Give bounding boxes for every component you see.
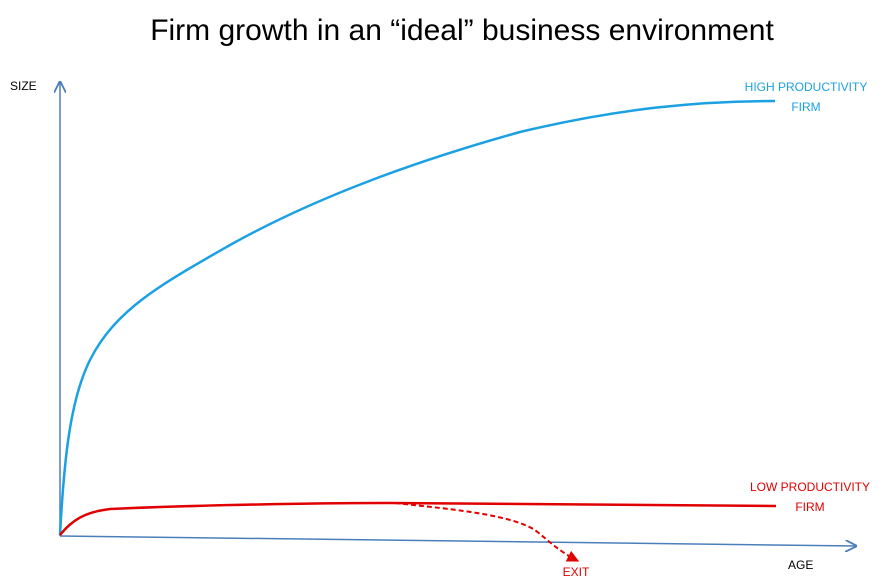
exit-label: EXIT [563, 565, 590, 579]
high-productivity-curve [58, 99, 776, 536]
high-label-line: HIGH PRODUCTIVITY [745, 80, 868, 94]
x-axis [59, 535, 856, 546]
exit-arrow [394, 502, 580, 562]
low-label-line: LOW PRODUCTIVITY [750, 480, 870, 494]
x-axis-label: AGE [788, 558, 813, 572]
high-label-line: FIRM [791, 100, 820, 114]
low-productivity-curve [59, 501, 777, 536]
title: Firm growth in an “ideal” business envir… [150, 14, 774, 47]
low-label-line: FIRM [795, 500, 824, 514]
y-axis-label: SIZE [10, 79, 37, 93]
